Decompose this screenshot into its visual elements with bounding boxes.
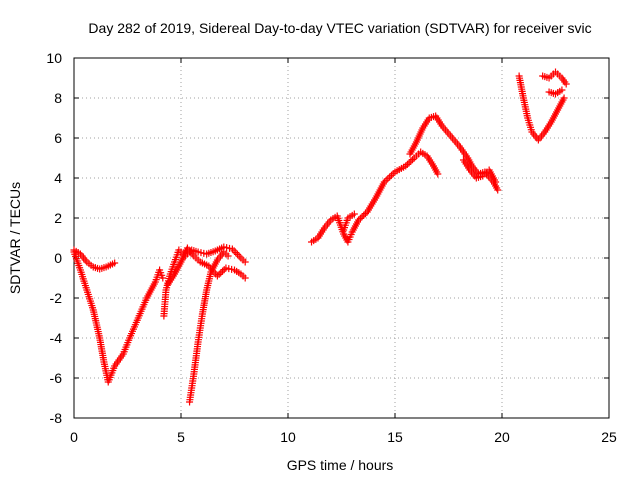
data-point bbox=[241, 258, 249, 266]
data-point bbox=[361, 210, 369, 218]
x-tick-label: 20 bbox=[494, 429, 510, 445]
y-tick-label: 6 bbox=[54, 130, 62, 146]
data-point bbox=[387, 171, 395, 179]
data-point bbox=[219, 267, 227, 275]
data-point bbox=[217, 269, 225, 277]
x-tick-label: 5 bbox=[177, 429, 185, 445]
data-point bbox=[232, 249, 240, 257]
data-point bbox=[403, 160, 411, 168]
data-point bbox=[159, 274, 167, 282]
data-point bbox=[358, 213, 366, 221]
data-point bbox=[402, 162, 410, 170]
series-track-e bbox=[186, 248, 232, 406]
data-point bbox=[111, 259, 119, 267]
y-tick-label: 4 bbox=[54, 170, 62, 186]
data-points bbox=[70, 68, 570, 406]
x-axis-label: GPS time / hours bbox=[287, 457, 394, 473]
x-tick-label: 10 bbox=[280, 429, 296, 445]
data-point bbox=[492, 178, 500, 186]
data-point bbox=[407, 157, 415, 165]
y-tick-label: -8 bbox=[50, 410, 63, 426]
data-point bbox=[560, 94, 568, 102]
x-tick-label: 0 bbox=[70, 429, 78, 445]
series-track-g bbox=[340, 210, 358, 234]
plot-frame bbox=[73, 57, 610, 419]
data-point bbox=[360, 211, 368, 219]
data-point bbox=[356, 214, 364, 222]
series-track-k bbox=[539, 68, 570, 88]
data-point bbox=[409, 156, 417, 164]
data-point bbox=[434, 170, 442, 178]
data-point bbox=[213, 272, 221, 280]
data-point bbox=[215, 270, 223, 278]
data-point bbox=[224, 252, 232, 260]
series-track-l bbox=[545, 86, 566, 98]
x-tick-label: 25 bbox=[601, 429, 617, 445]
y-tick-label: -4 bbox=[50, 330, 63, 346]
series-track-j bbox=[515, 72, 568, 144]
grid bbox=[74, 58, 609, 418]
y-axis-label: SDTVAR / TECUs bbox=[7, 182, 23, 294]
data-point bbox=[405, 159, 413, 167]
data-point bbox=[494, 186, 502, 194]
y-tick-label: 2 bbox=[54, 210, 62, 226]
data-point bbox=[233, 250, 241, 258]
y-tick-label: 10 bbox=[46, 50, 62, 66]
y-tick-label: -2 bbox=[50, 290, 63, 306]
data-point bbox=[350, 210, 358, 218]
series-track-i bbox=[459, 156, 500, 186]
y-tick-label: 8 bbox=[54, 90, 62, 106]
y-tick-label: -6 bbox=[50, 370, 63, 386]
data-point bbox=[386, 173, 394, 181]
x-tick-label: 15 bbox=[387, 429, 403, 445]
data-point bbox=[558, 86, 566, 94]
data-point bbox=[562, 80, 570, 88]
data-point bbox=[355, 216, 363, 224]
data-point bbox=[241, 274, 249, 282]
chart-title: Day 282 of 2019, Sidereal Day-to-day VTE… bbox=[88, 20, 591, 36]
data-point bbox=[235, 252, 243, 260]
data-point bbox=[384, 175, 392, 183]
series-track-b bbox=[70, 248, 167, 386]
axis-ticks: 0 5 10 15 20 25 -8 -6 -4 -2 0 2 4 6 8 10 bbox=[46, 50, 617, 445]
y-tick-label: 0 bbox=[54, 250, 62, 266]
data-point bbox=[220, 266, 228, 274]
series-track-f bbox=[308, 148, 442, 246]
